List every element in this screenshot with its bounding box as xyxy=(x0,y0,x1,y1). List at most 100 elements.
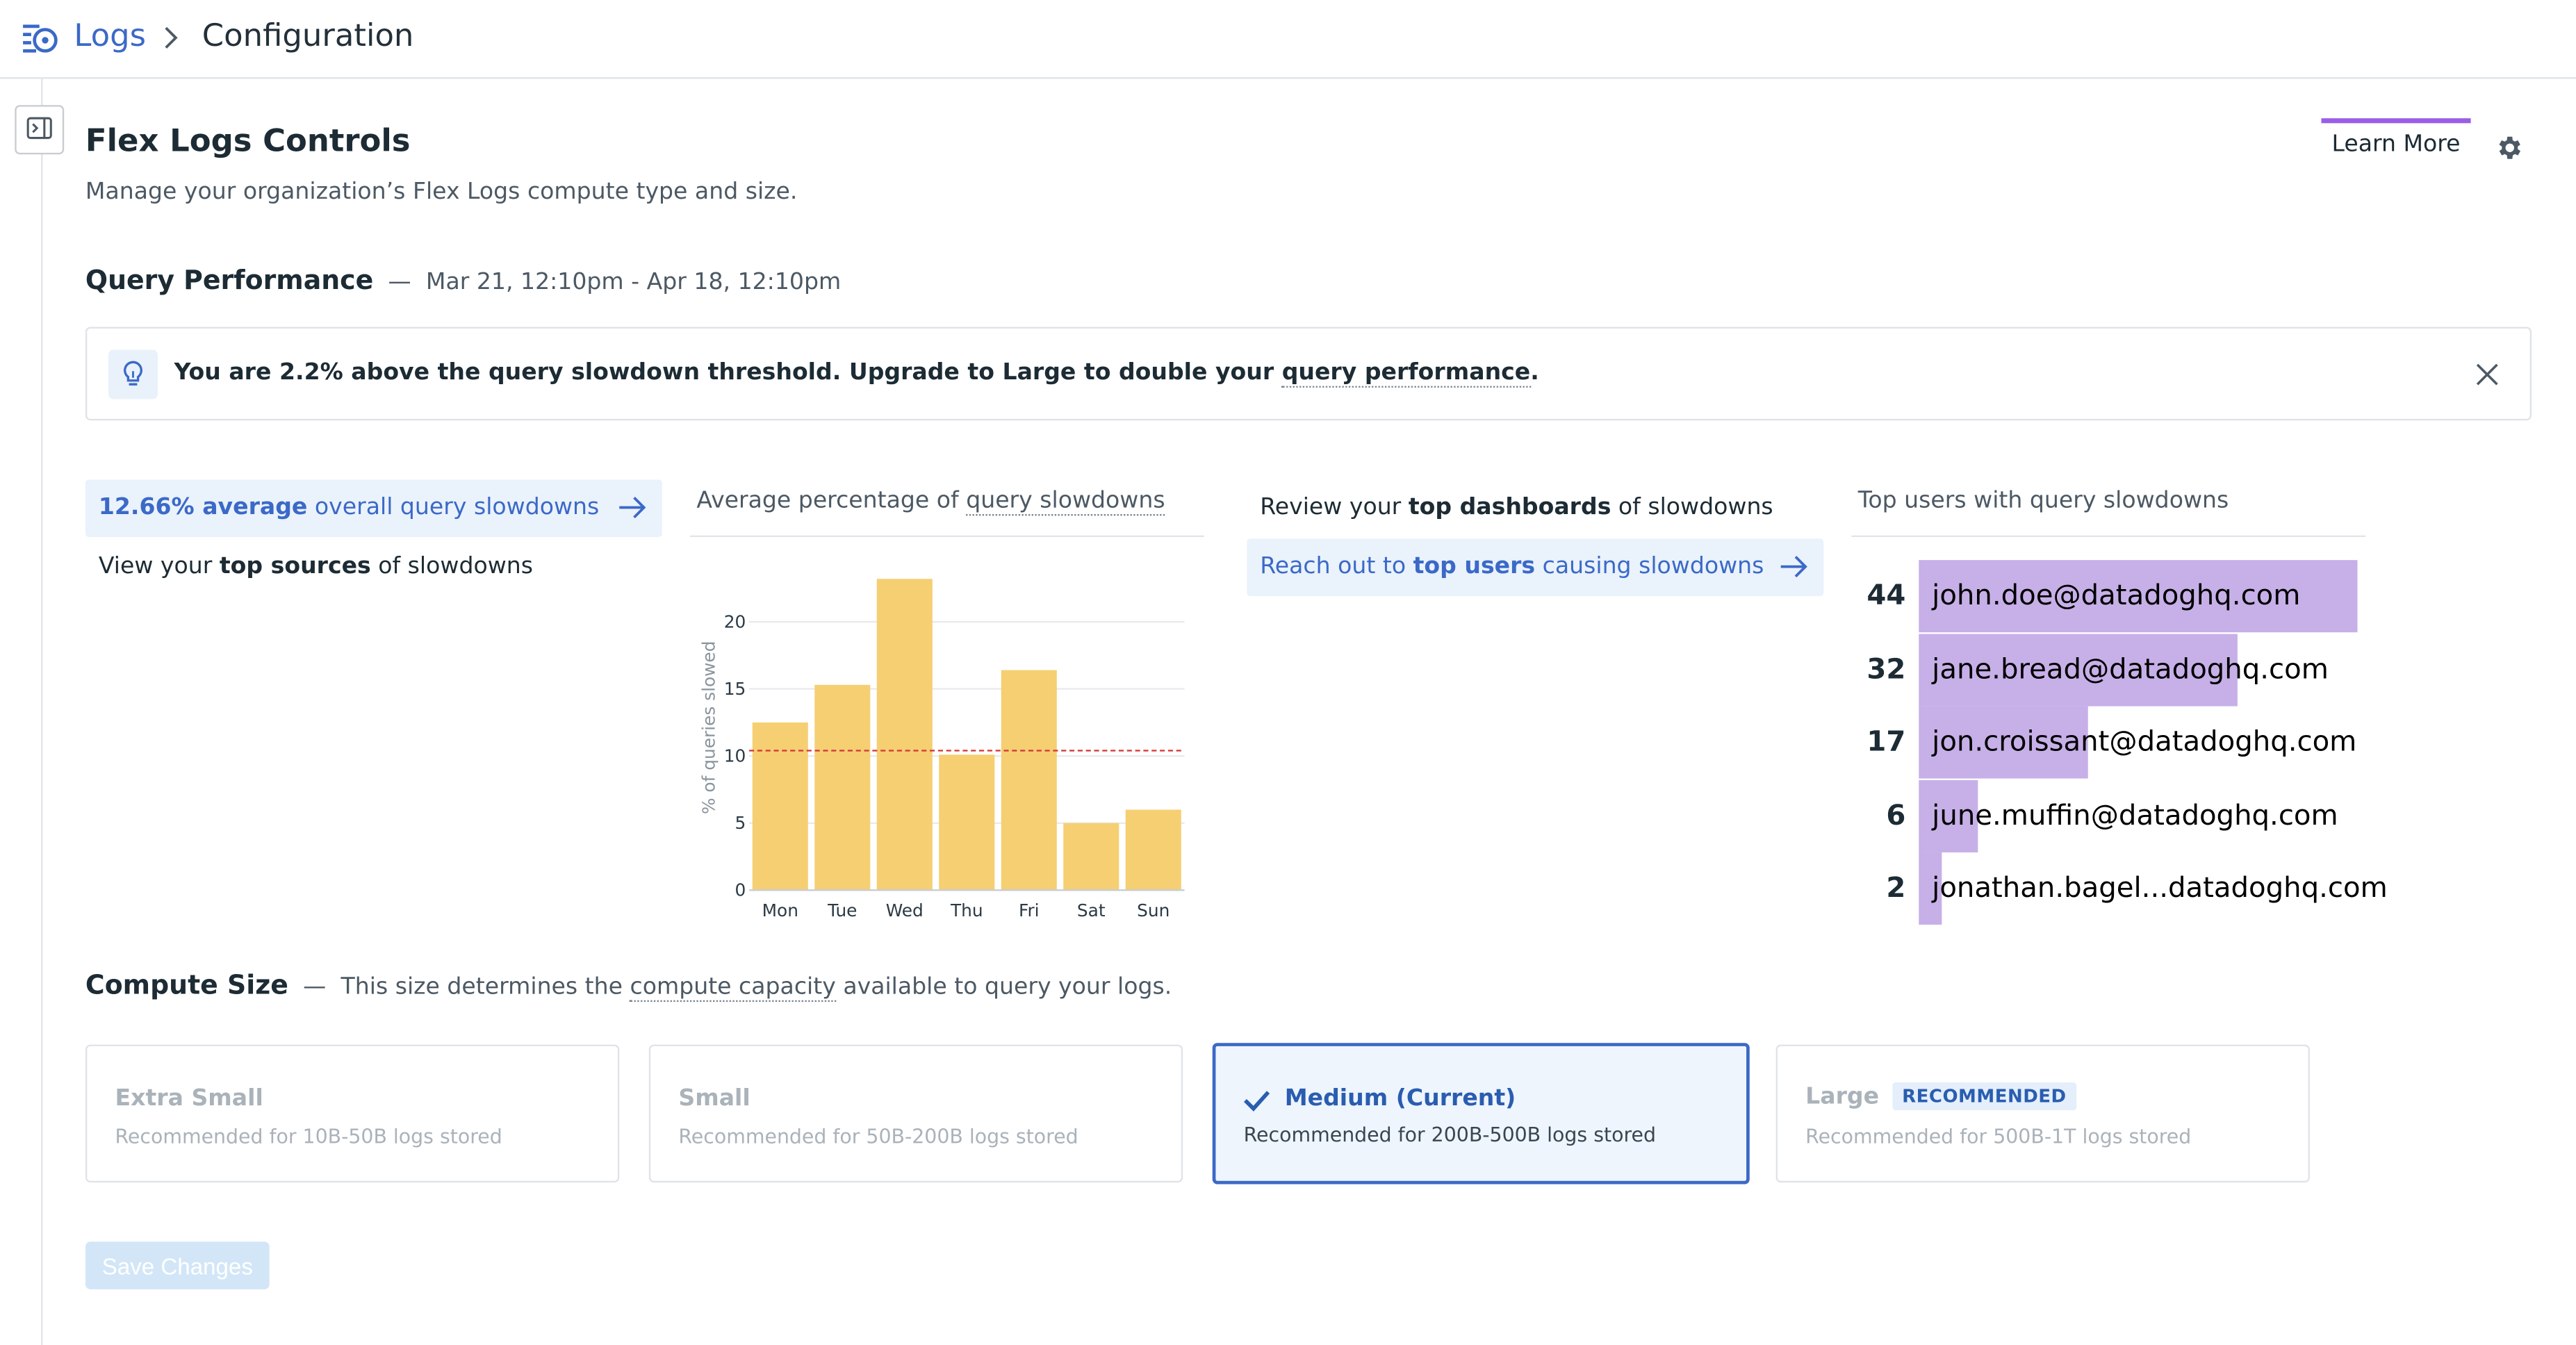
callout-link[interactable]: query performance xyxy=(1281,359,1531,388)
x-tick-label: Wed xyxy=(886,900,924,921)
chart-bar xyxy=(1001,670,1057,891)
compute-size-title: Compute Size xyxy=(85,968,288,1000)
size-option-label: Large xyxy=(1805,1083,1880,1109)
size-option-desc: Recommended for 10B-50B logs stored xyxy=(115,1125,502,1148)
top-sources-link[interactable]: View your top sources of slowdowns xyxy=(99,554,533,580)
size-option-small[interactable]: Small Recommended for 50B-200B logs stor… xyxy=(648,1044,1183,1183)
user-bar xyxy=(1919,706,2089,779)
gear-icon[interactable] xyxy=(2494,133,2524,169)
user-row[interactable]: 2 jonathan.bagel...datadoghq.com xyxy=(1856,852,2388,925)
top-dashboards-link[interactable]: Review your top dashboards of slowdowns xyxy=(1260,495,1773,521)
chart-title: Average percentage of query slowdowns xyxy=(696,488,1165,516)
sources-bold: top sources xyxy=(219,553,371,580)
user-email: jane.bread@datadoghq.com xyxy=(1932,652,2329,686)
breadcrumb-current: Configuration xyxy=(202,18,414,55)
compute-size-description: This size determines the compute capacit… xyxy=(341,973,1172,1002)
y-tick-label: 20 xyxy=(724,611,746,632)
top-users-divider xyxy=(1851,535,2366,538)
size-option-label: Small xyxy=(678,1085,750,1112)
dashboards-bold: top dashboards xyxy=(1408,494,1611,521)
x-tick-label: Sun xyxy=(1137,900,1170,921)
average-value: 12.66% average xyxy=(98,494,308,521)
top-users-text: Reach out to top users causing slowdowns xyxy=(1260,554,1764,580)
average-slowdowns-link[interactable]: 12.66% average overall query slowdowns xyxy=(85,479,662,538)
user-count: 44 xyxy=(1867,579,1906,613)
chart-title-link[interactable]: query slowdowns xyxy=(966,488,1165,516)
top-users-link[interactable]: Reach out to top users causing slowdowns xyxy=(1247,538,1824,597)
sidebar-toggle-button[interactable] xyxy=(15,105,65,155)
size-option-header: Large RECOMMENDED xyxy=(1805,1082,2076,1111)
y-axis-label: % of queries slowed xyxy=(698,641,719,814)
y-tick-label: 0 xyxy=(735,880,746,900)
sources-post: of slowdowns xyxy=(378,553,534,580)
size-option-large[interactable]: Large RECOMMENDED Recommended for 500B-1… xyxy=(1775,1044,2310,1183)
breadcrumb-logs[interactable]: Logs xyxy=(74,18,147,55)
user-bar xyxy=(1919,633,2238,706)
y-tick-label: 15 xyxy=(724,679,746,699)
dashboards-post: of slowdowns xyxy=(1618,494,1773,521)
arrow-right-icon xyxy=(618,495,648,527)
user-row[interactable]: 32 jane.bread@datadoghq.com xyxy=(1856,633,2365,706)
recommended-badge: RECOMMENDED xyxy=(1892,1082,2076,1111)
chart-title-prefix: Average percentage of xyxy=(696,488,967,514)
callout-prefix: You are 2.2% above the query slowdown th… xyxy=(174,359,1282,386)
chevron-right-icon xyxy=(159,23,182,59)
learn-more-link[interactable]: Learn More xyxy=(2331,131,2461,158)
users-bold: top users xyxy=(1413,553,1536,580)
compute-size-dash: — xyxy=(303,973,327,1000)
user-count: 6 xyxy=(1886,799,1906,832)
size-option-desc: Recommended for 500B-1T logs stored xyxy=(1805,1125,2192,1148)
query-performance-title: Query Performance xyxy=(85,264,374,296)
user-email: john.doe@datadoghq.com xyxy=(1932,579,2301,613)
y-tick-label: 10 xyxy=(724,745,746,766)
header-dash: — xyxy=(388,269,411,296)
size-option-extra-small[interactable]: Extra Small Recommended for 10B-50B logs… xyxy=(85,1044,620,1183)
logs-icon[interactable] xyxy=(19,18,60,66)
user-row[interactable]: 44 john.doe@datadoghq.com xyxy=(1856,560,2365,633)
sidebar-divider xyxy=(41,79,43,1345)
user-count: 2 xyxy=(1886,872,1906,905)
panel-expand-icon xyxy=(26,114,53,145)
user-row[interactable]: 17 jon.croissant@datadoghq.com xyxy=(1856,706,2365,779)
x-tick-label: Sat xyxy=(1077,900,1106,921)
close-icon[interactable] xyxy=(2474,361,2500,394)
user-bar xyxy=(1919,779,1979,852)
size-option-label: Medium (Current) xyxy=(1284,1085,1516,1112)
user-bar xyxy=(1919,852,1942,925)
chart-bar xyxy=(876,579,933,891)
average-slowdowns-text: 12.66% average overall query slowdowns xyxy=(99,495,599,521)
user-email: june.muffin@datadoghq.com xyxy=(1932,799,2338,832)
user-bar xyxy=(1919,560,2358,633)
date-range[interactable]: Mar 21, 12:10pm - Apr 18, 12:10pm xyxy=(425,269,842,296)
top-users-list: 44 john.doe@datadoghq.com 32 jane.bread@dat… xyxy=(1856,560,2388,925)
users-pre: Reach out to xyxy=(1260,553,1406,580)
top-users-title: Top users with query slowdowns xyxy=(1857,488,2229,514)
size-option-medium[interactable]: Medium (Current) Recommended for 200B-50… xyxy=(1212,1043,1750,1185)
lightbulb-icon xyxy=(108,349,158,399)
user-count: 32 xyxy=(1867,652,1906,686)
top-bar: Logs Configuration xyxy=(0,0,2576,79)
user-row[interactable]: 6 june.muffin@datadoghq.com xyxy=(1856,779,2365,852)
callout-text: You are 2.2% above the query slowdown th… xyxy=(174,359,1539,388)
callout-suffix: . xyxy=(1530,359,1539,386)
y-tick-label: 5 xyxy=(735,813,746,833)
x-tick-label: Mon xyxy=(762,900,798,921)
compute-size-header: Compute Size — This size determines the … xyxy=(85,968,1172,1002)
save-changes-button[interactable]: Save Changes xyxy=(85,1241,270,1289)
arrow-right-icon xyxy=(1779,554,1809,586)
slowdown-bar-chart: 0 5 10 15 20 Mon Tue Wed Thu Fri Sat Sun % of querie… xyxy=(698,579,1185,921)
chart-bar xyxy=(939,754,995,891)
chart-bar xyxy=(752,722,808,891)
threshold-callout: You are 2.2% above the query slowdown th… xyxy=(85,327,2532,421)
compute-capacity-link[interactable]: compute capacity xyxy=(630,973,836,1002)
size-option-desc: Recommended for 50B-200B logs stored xyxy=(678,1125,1078,1148)
chart-title-divider xyxy=(689,535,1204,538)
user-count: 17 xyxy=(1867,725,1906,759)
sources-pre: View your xyxy=(98,553,213,580)
user-email: jonathan.bagel...datadoghq.com xyxy=(1932,872,2388,905)
x-tick-label: Tue xyxy=(827,900,857,921)
size-option-label: Extra Small xyxy=(115,1085,263,1112)
x-tick-label: Thu xyxy=(950,900,983,921)
query-performance-header: Query Performance — Mar 21, 12:10pm - Ap… xyxy=(85,265,841,296)
